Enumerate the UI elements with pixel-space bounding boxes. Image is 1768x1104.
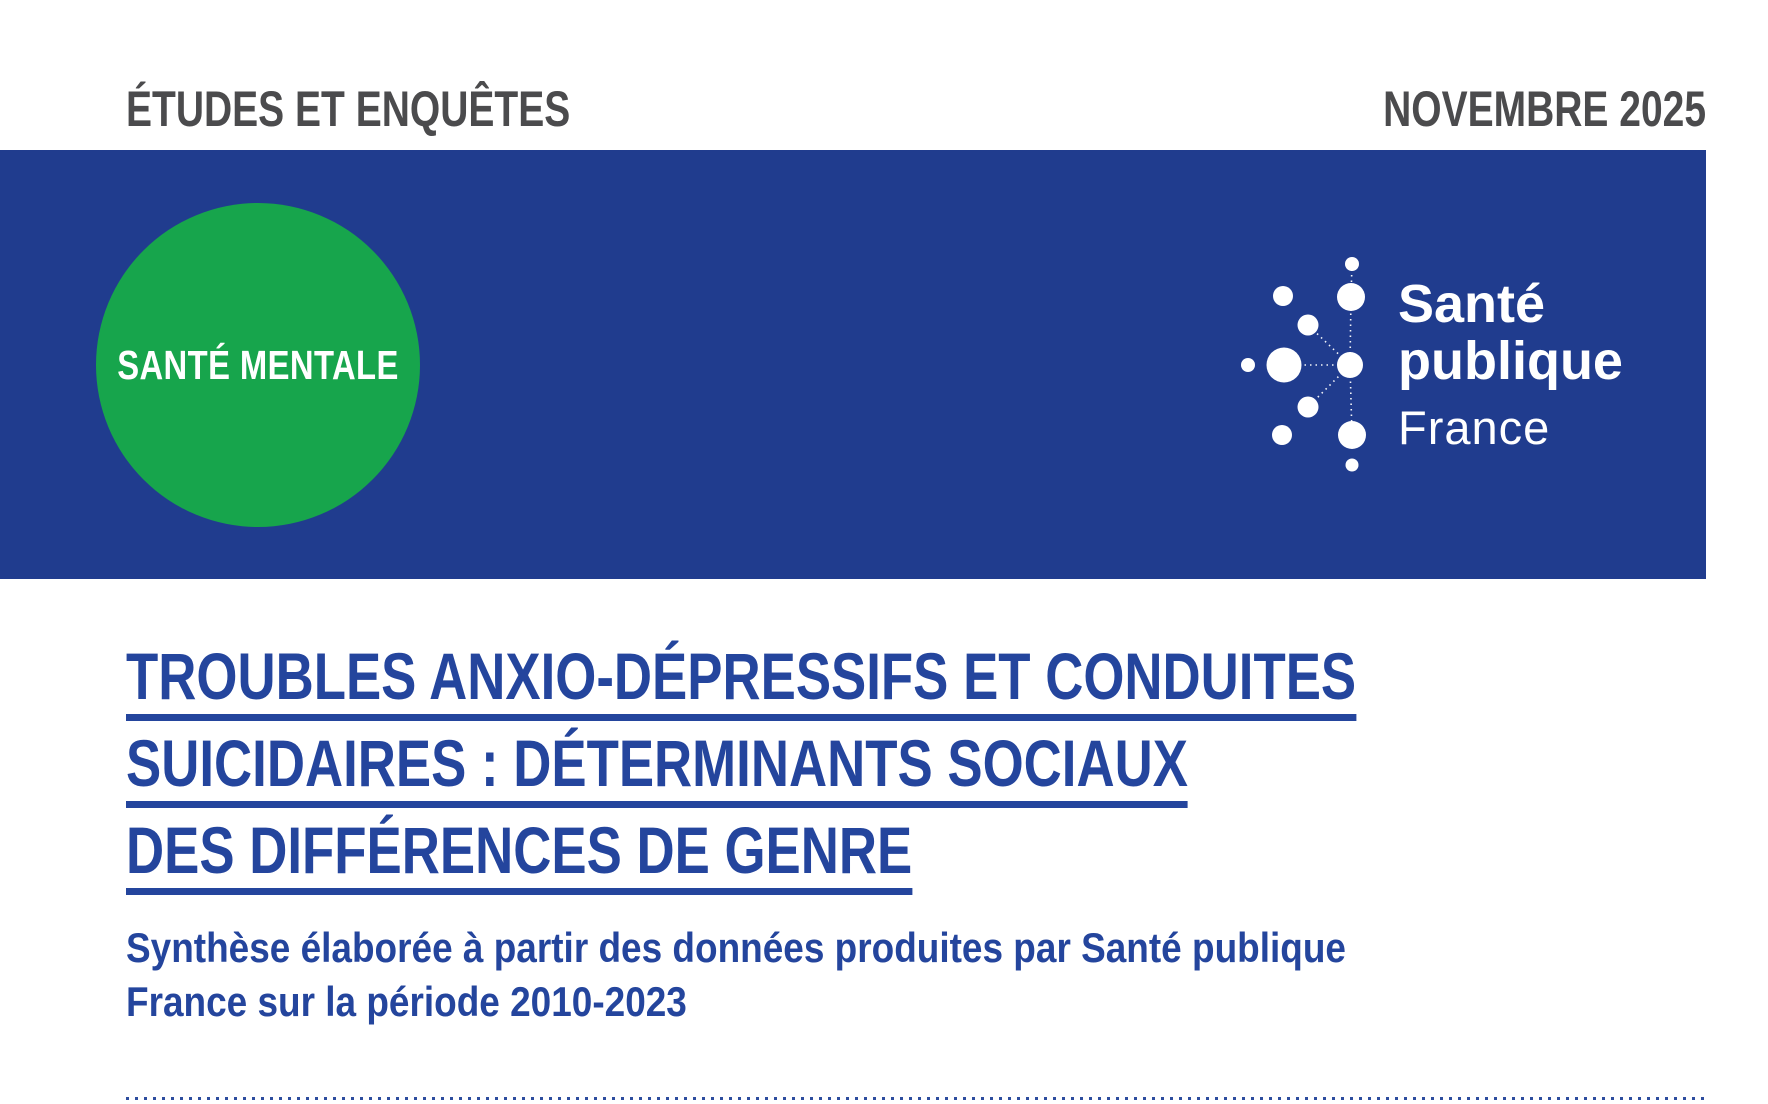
dotted-separator (126, 1097, 1706, 1100)
banner: SANTÉ MENTALE (0, 150, 1706, 579)
main-title-line2: SUICIDAIRES : DÉTERMINANTS SOCIAUX (126, 725, 1188, 808)
subtitle-line1: Synthèse élaborée à partir des données p… (126, 924, 1346, 971)
collection-eyebrow: ÉTUDES ET ENQUÊTES (126, 81, 571, 137)
main-title-line3: DES DIFFÉRENCES DE GENRE (126, 812, 913, 895)
main-title-line1: TROUBLES ANXIO-DÉPRESSIFS ET CONDUITES (126, 638, 1357, 721)
topic-badge-label: SANTÉ MENTALE (117, 341, 399, 388)
issue-date: NOVEMBRE 2025 (1383, 81, 1706, 137)
subtitle-line2: France sur la période 2010-2023 (126, 978, 687, 1025)
logo-wordmark-line3: France (1398, 401, 1551, 454)
topic-badge: SANTÉ MENTALE (96, 203, 420, 527)
logo-wordmark-line1: Santé (1398, 274, 1546, 334)
logo-wordmark-line2: publique (1398, 331, 1623, 391)
sante-publique-france-logo-icon (1241, 257, 1366, 472)
